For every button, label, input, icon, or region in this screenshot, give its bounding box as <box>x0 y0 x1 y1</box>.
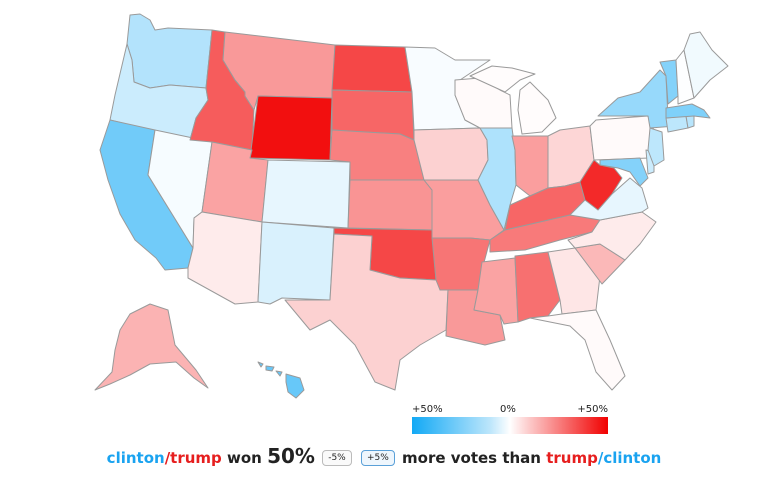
state-hawaii[interactable] <box>257 361 305 399</box>
state-arizona[interactable] <box>187 211 263 305</box>
state-new-hampshire[interactable] <box>675 49 695 105</box>
caption-slash-2: / <box>597 449 604 467</box>
state-colorado[interactable] <box>261 159 351 229</box>
state-north-carolina[interactable] <box>567 211 657 261</box>
caption-trump-opponent[interactable]: trump <box>546 449 598 467</box>
caption-more-votes-text: more votes than <box>396 449 547 467</box>
state-texas[interactable] <box>284 233 449 391</box>
caption-clinton-opponent[interactable]: clinton <box>603 449 662 467</box>
caption-won-text: won <box>221 449 268 467</box>
state-west-virginia[interactable] <box>579 159 623 211</box>
state-north-dakota[interactable] <box>331 44 413 93</box>
legend-left-label: +50% <box>412 404 443 415</box>
caption-trump-link[interactable]: trump <box>170 449 222 467</box>
legend-right-label: +50% <box>577 404 608 415</box>
state-kansas[interactable] <box>347 179 433 231</box>
caption-slash: / <box>164 449 171 467</box>
state-massachusetts[interactable] <box>665 103 711 119</box>
state-indiana[interactable] <box>511 135 549 197</box>
state-wyoming[interactable] <box>249 95 333 161</box>
us-election-map <box>94 13 729 399</box>
state-tennessee[interactable] <box>489 214 601 253</box>
state-iowa[interactable] <box>413 127 489 181</box>
state-new-mexico[interactable] <box>257 221 335 305</box>
state-maine[interactable] <box>683 31 729 99</box>
state-new-jersey[interactable] <box>647 127 665 167</box>
state-rhode-island[interactable] <box>685 115 695 129</box>
minus-5-button[interactable]: -5% <box>322 450 352 466</box>
state-washington[interactable] <box>126 13 213 89</box>
caption: clinton/trump won 50% -5% +5% more votes… <box>0 444 768 468</box>
state-florida[interactable] <box>529 309 626 391</box>
state-alaska[interactable] <box>94 303 209 391</box>
state-michigan[interactable] <box>469 65 557 135</box>
margin-legend: +50% 0% +50% <box>412 404 608 434</box>
state-maryland[interactable] <box>599 157 649 187</box>
legend-mid-label: 0% <box>500 404 516 415</box>
legend-gradient-bar <box>412 417 608 434</box>
caption-clinton-link[interactable]: clinton <box>106 449 165 467</box>
plus-5-button[interactable]: +5% <box>360 450 395 466</box>
state-vermont[interactable] <box>659 59 679 105</box>
state-connecticut[interactable] <box>665 115 689 133</box>
caption-percent: 50% <box>267 444 315 468</box>
